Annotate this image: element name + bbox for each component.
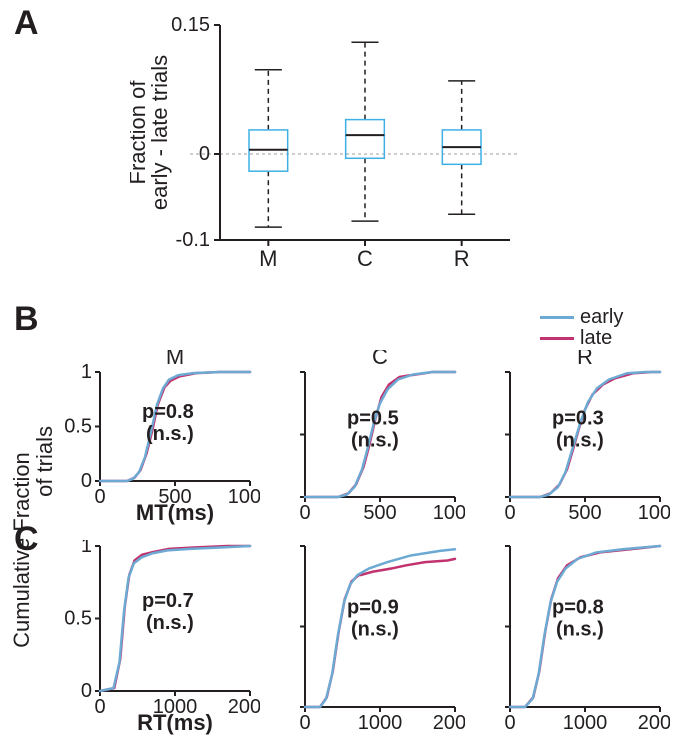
svg-text:1: 1 bbox=[81, 361, 92, 383]
legend-item-early: early bbox=[540, 306, 623, 329]
legend-label-late: late bbox=[580, 327, 612, 349]
figure: A B C Fraction ofearly - late trials-0.1… bbox=[0, 0, 677, 754]
svg-text:2000: 2000 bbox=[638, 712, 670, 734]
svg-text:(n.s.): (n.s.) bbox=[146, 423, 194, 445]
panel-c-row: 00.51010002000RT(ms)p=0.7(n.s.) 01000200… bbox=[55, 540, 665, 735]
svg-text:p=0.8: p=0.8 bbox=[142, 401, 194, 423]
svg-text:1000: 1000 bbox=[433, 502, 465, 524]
svg-text:p=0.7: p=0.7 bbox=[142, 590, 194, 612]
svg-text:0: 0 bbox=[504, 712, 515, 734]
panel-b-subplot-r: 0 500 1000 Rp=0.3(n.s.) bbox=[465, 350, 670, 525]
legend-item-late: late bbox=[540, 327, 623, 350]
panel-c-subplot-1: 0 1000 2000 p=0.9(n.s.) bbox=[260, 540, 465, 735]
panel-label-b: B bbox=[14, 300, 39, 339]
svg-text:0: 0 bbox=[94, 696, 105, 718]
panel-b-subplot-c: 0 500 1000 Cp=0.5(n.s.) bbox=[260, 350, 465, 525]
svg-text:(n.s.): (n.s.) bbox=[556, 619, 604, 641]
svg-text:2000: 2000 bbox=[228, 696, 260, 718]
legend-swatch-late bbox=[540, 337, 574, 340]
svg-text:p=0.8: p=0.8 bbox=[552, 597, 604, 619]
svg-text:0: 0 bbox=[199, 143, 210, 165]
svg-text:(n.s.): (n.s.) bbox=[351, 619, 399, 641]
svg-text:500: 500 bbox=[568, 502, 601, 524]
panel-a: Fraction ofearly - late trials-0.1 0 0.15 M… bbox=[130, 10, 530, 280]
cumulative-ylabel: Cumulative Fraction of trials bbox=[10, 420, 56, 680]
legend-label-early: early bbox=[580, 306, 623, 328]
svg-text:C: C bbox=[357, 246, 373, 271]
cumulative-ylabel-line1: Cumulative Fraction bbox=[9, 452, 34, 648]
svg-text:p=0.3: p=0.3 bbox=[552, 408, 604, 430]
panel-label-a: A bbox=[14, 4, 39, 43]
svg-text:(n.s.): (n.s.) bbox=[556, 430, 604, 452]
panel-b-subplot-m: 00.5105001000MT(ms)Mp=0.8(n.s.) bbox=[55, 350, 260, 525]
svg-text:1: 1 bbox=[81, 540, 92, 557]
panel-c-subplot-0: 00.51010002000RT(ms)p=0.7(n.s.) bbox=[55, 540, 260, 735]
svg-text:M: M bbox=[259, 246, 277, 271]
svg-text:2000: 2000 bbox=[433, 712, 465, 734]
svg-text:R: R bbox=[454, 246, 470, 271]
svg-text:1000: 1000 bbox=[228, 486, 260, 508]
svg-text:0.5: 0.5 bbox=[64, 608, 92, 630]
svg-text:R: R bbox=[577, 350, 593, 369]
svg-text:0.15: 0.15 bbox=[171, 14, 210, 36]
svg-text:p=0.5: p=0.5 bbox=[347, 408, 399, 430]
svg-text:1000: 1000 bbox=[358, 712, 403, 734]
svg-text:MT(ms): MT(ms) bbox=[136, 500, 214, 525]
legend-swatch-early bbox=[540, 316, 574, 319]
svg-text:1000: 1000 bbox=[563, 712, 608, 734]
legend: early late bbox=[540, 306, 623, 350]
svg-text:p=0.9: p=0.9 bbox=[347, 597, 399, 619]
panel-c-subplot-2: 0 1000 2000 p=0.8(n.s.) bbox=[465, 540, 670, 735]
svg-text:0: 0 bbox=[94, 486, 105, 508]
svg-text:RT(ms): RT(ms) bbox=[137, 710, 213, 735]
svg-text:0: 0 bbox=[81, 470, 92, 492]
svg-text:1000: 1000 bbox=[638, 502, 670, 524]
svg-text:500: 500 bbox=[363, 502, 396, 524]
svg-text:0.5: 0.5 bbox=[64, 416, 92, 438]
cumulative-ylabel-line2: of trials bbox=[33, 420, 56, 680]
svg-text:M: M bbox=[166, 350, 184, 369]
panel-a-svg: Fraction ofearly - late trials-0.1 0 0.15 M… bbox=[130, 10, 530, 280]
svg-text:Fraction ofearly - late trial: Fraction ofearly - late trials bbox=[130, 55, 172, 210]
svg-text:0: 0 bbox=[299, 712, 310, 734]
svg-text:(n.s.): (n.s.) bbox=[351, 430, 399, 452]
svg-text:0: 0 bbox=[504, 502, 515, 524]
svg-text:-0.1: -0.1 bbox=[176, 229, 210, 251]
svg-text:(n.s.): (n.s.) bbox=[146, 612, 194, 634]
svg-text:0: 0 bbox=[81, 680, 92, 702]
svg-text:C: C bbox=[372, 350, 388, 369]
panel-b-row: 00.5105001000MT(ms)Mp=0.8(n.s.) 05001000… bbox=[55, 350, 665, 525]
svg-text:0: 0 bbox=[299, 502, 310, 524]
